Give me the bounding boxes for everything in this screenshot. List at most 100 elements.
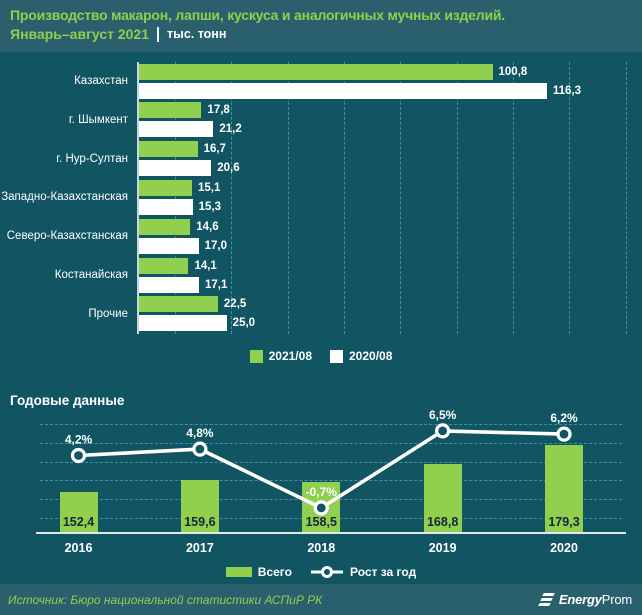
bar-2020 — [139, 121, 214, 138]
green-swatch — [249, 349, 263, 363]
gridline — [40, 424, 622, 425]
subtitle-period: Январь–август 2021 — [10, 26, 150, 42]
bar-value-label: 17,1 — [204, 278, 228, 291]
bar-value-label: 158,5 — [305, 515, 337, 529]
chart-row: г. Нур-Султан 16,7 20,6 — [0, 140, 642, 178]
energyprom-icon — [538, 593, 555, 606]
gridline — [569, 62, 570, 334]
energyprom-logo: EnergyProm — [538, 584, 632, 615]
bar-value-label: 168,8 — [426, 515, 459, 529]
bar-line: 14,6 — [139, 218, 630, 235]
footer-band: Источник: Бюро национальной статистики А… — [0, 584, 642, 615]
chart-row: Казахстан 100,8 116,3 — [0, 62, 642, 100]
annual-bar: 159,6 — [180, 479, 219, 532]
bar-value-label: 15,3 — [198, 200, 222, 213]
bar-line: 16,7 — [139, 141, 630, 158]
legend-label-2021: 2021/08 — [268, 349, 312, 363]
annual-bar: 152,4 — [59, 492, 98, 532]
bar-value-label: 22,5 — [223, 298, 247, 311]
gridline — [175, 62, 176, 334]
gridline — [400, 62, 401, 334]
line-value-label: 4,8% — [186, 426, 214, 440]
line-value-label: 6,2% — [550, 411, 578, 425]
bar-value-label: 159,6 — [184, 515, 216, 529]
bar-rows: Казахстан 100,8 116,3 г. Шымкент 17,8 21,2 г. … — [0, 62, 642, 334]
bar-pair: 14,1 17,1 — [139, 256, 630, 294]
year-label: 2018 — [307, 541, 336, 555]
bar-line: 25,0 — [139, 315, 630, 332]
top-chart-legend: 2021/08 2020/08 — [0, 349, 642, 363]
legend-label-growth: Рост за год — [349, 565, 417, 579]
bar-pair: 14,6 17,0 — [139, 217, 630, 255]
page-title: Производство макарон, лапши, кускуса и а… — [10, 7, 505, 23]
chart-row: Северо-Казахстанская 14,6 17,0 — [0, 217, 642, 255]
bar-2021 — [139, 257, 189, 274]
bar-2020 — [139, 82, 547, 99]
gridline — [626, 62, 627, 334]
bar-pair: 100,8 116,3 — [139, 62, 630, 100]
line-marker — [70, 447, 87, 464]
annual-chart-title: Годовые данные — [10, 393, 125, 408]
growth-line-layer: 4,2% 4,8% -0,7% 6,5% 6,2% — [65, 408, 578, 516]
category-label: Костанайская — [54, 268, 128, 281]
annual-bar: 168,8 — [423, 463, 462, 532]
bar-value-label: 20,6 — [217, 162, 240, 175]
bar-pair: 15,1 15,3 — [139, 178, 630, 216]
bar-value-label: 25,0 — [232, 317, 256, 330]
vertical-gridlines — [137, 62, 630, 334]
bar-value-label: 179,3 — [548, 515, 580, 529]
legend-label-2020: 2020/08 — [349, 349, 393, 363]
line-marker-glyph — [310, 566, 343, 578]
category-label: Прочие — [88, 307, 128, 320]
bar-2020 — [139, 237, 199, 254]
bar-pair: 16,7 20,6 — [139, 140, 630, 178]
header-band: Производство макарон, лапши, кускуса и а… — [0, 0, 642, 52]
bar-2021 — [139, 218, 191, 235]
legend-item-total: Всего — [225, 565, 292, 579]
category-label: Западно-Казахстанская — [1, 191, 128, 204]
bar-value-label: 100,8 — [498, 65, 528, 78]
bar-value-label: 14,6 — [196, 220, 219, 233]
bar-pair: 17,8 21,2 — [139, 101, 630, 139]
year-label: 2020 — [550, 541, 578, 555]
line-value-label: -0,7% — [306, 485, 338, 499]
chart-row: г. Шымкент 17,8 21,2 — [0, 101, 642, 139]
bar-line: 116,3 — [139, 82, 630, 99]
annual-combo-chart: 152,4 159,6 158,5 168,8 179,3 4,2% 4,8% -0,7% 6,… — [36, 408, 626, 534]
bar-value-label: 14,1 — [194, 259, 217, 272]
line-marker — [435, 423, 451, 439]
category-label: г. Нур-Султан — [56, 152, 128, 165]
bar-value-label: 21,2 — [219, 123, 242, 136]
gridline — [40, 462, 622, 463]
logo-text-regular: Prom — [601, 591, 632, 607]
year-axis-labels: 2016 2017 2018 2019 2020 — [40, 541, 622, 557]
bar-2020 — [139, 198, 193, 215]
legend-item-growth: Рост за год — [310, 565, 416, 579]
year-label: 2019 — [428, 541, 457, 555]
category-label: Северо-Казахстанская — [6, 230, 128, 243]
divider-line — [157, 26, 160, 42]
bar-line: 17,0 — [139, 237, 630, 254]
page-subtitle: Январь–август 2021 тыс. тонн — [10, 26, 632, 42]
category-label: Казахстан — [74, 74, 128, 87]
source-text: Источник: Бюро национальной статистики А… — [8, 592, 323, 607]
bar-line: 17,8 — [139, 102, 630, 119]
x-axis-line — [36, 532, 626, 534]
gridline — [513, 62, 514, 334]
bar-line: 21,2 — [139, 121, 630, 138]
year-label: 2016 — [64, 541, 93, 555]
bottom-chart-legend: Всего Рост за год — [0, 565, 642, 579]
gridline — [288, 62, 289, 334]
bar-2021 — [139, 63, 493, 80]
bar-line: 15,3 — [139, 198, 630, 215]
category-label: г. Шымкент — [68, 113, 128, 126]
bar-line: 22,5 — [139, 296, 630, 313]
chart-row: Западно-Казахстанская 15,1 15,3 — [0, 178, 642, 216]
line-marker — [313, 500, 329, 516]
subtitle-units: тыс. тонн — [167, 27, 227, 41]
legend-item-2021: 2021/08 — [249, 349, 312, 363]
bar-value-label: 17,8 — [207, 104, 230, 117]
line-marker — [556, 426, 572, 442]
bar-value-label: 116,3 — [552, 84, 582, 97]
